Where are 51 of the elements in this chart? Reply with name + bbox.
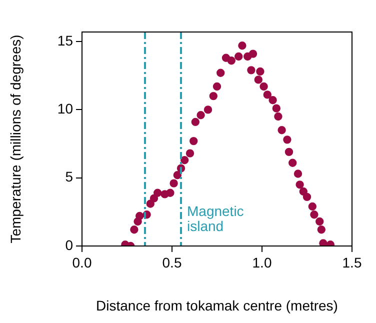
- point: [294, 170, 302, 178]
- y-tick-label: 5: [65, 168, 74, 185]
- point: [130, 226, 138, 234]
- point: [296, 180, 304, 189]
- point: [186, 149, 194, 158]
- y-axis-title: Temperature (millions of degrees): [7, 34, 24, 244]
- point: [166, 188, 174, 197]
- point: [136, 212, 144, 220]
- point: [196, 111, 205, 120]
- point: [274, 112, 282, 121]
- x-axis-title: Distance from tokamak centre (metres): [96, 297, 338, 314]
- x-tick-label: 0.0: [72, 254, 92, 270]
- y-tick-label: 15: [57, 32, 74, 48]
- point: [310, 210, 318, 219]
- point: [288, 158, 297, 167]
- point: [316, 217, 324, 226]
- point: [299, 187, 308, 196]
- point: [263, 90, 272, 99]
- point: [180, 156, 189, 164]
- ref-line-label: Magnetic island: [187, 202, 244, 234]
- y-tick-label: 0: [65, 236, 74, 253]
- point: [317, 226, 326, 234]
- point: [234, 52, 243, 61]
- x-tick-label: 1.0: [252, 254, 272, 270]
- x-tick-label: 1.5: [342, 254, 362, 270]
- point: [212, 82, 222, 91]
- point: [190, 136, 198, 146]
- point: [247, 66, 256, 74]
- point: [216, 68, 225, 77]
- x-tick-label: 0.5: [162, 254, 182, 270]
- point: [268, 96, 277, 104]
- point: [238, 42, 246, 50]
- point: [319, 239, 328, 246]
- point: [170, 179, 178, 188]
- point: [272, 104, 280, 112]
- point: [278, 126, 286, 134]
- y-tick-label: 10: [57, 100, 74, 117]
- point: [254, 76, 262, 84]
- point: [256, 67, 264, 76]
- point: [227, 56, 236, 65]
- point: [204, 106, 212, 114]
- point: [302, 192, 312, 202]
- point: [154, 188, 162, 197]
- point: [173, 171, 182, 180]
- point: [284, 148, 294, 156]
- point: [308, 202, 316, 211]
- point: [209, 92, 218, 100]
- point: [191, 118, 200, 126]
- point: [260, 82, 268, 91]
- point: [248, 50, 258, 58]
- point: [283, 136, 292, 144]
